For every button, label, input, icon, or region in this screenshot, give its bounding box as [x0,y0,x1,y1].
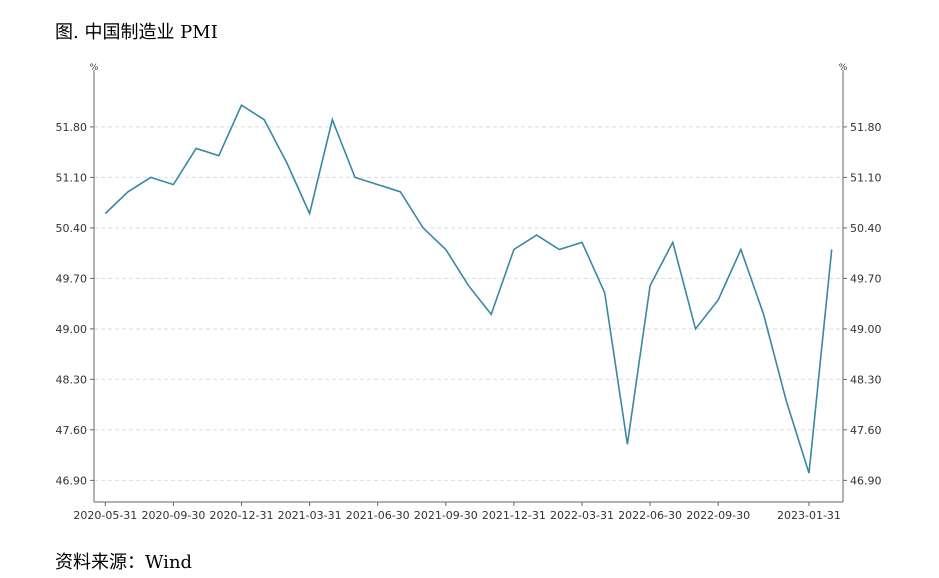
x-tick-label: 2020-09-30 [141,509,205,522]
y-tick-label-right: 48.30 [850,373,882,386]
x-tick-label: 2021-06-30 [346,509,410,522]
y-tick-label-right: 49.00 [850,323,882,336]
y-tick-label-left: 46.90 [56,474,88,487]
x-tick-label: 2022-03-31 [550,509,614,522]
y-tick-label-right: 50.40 [850,222,882,235]
x-tick-label: 2023-01-31 [777,509,841,522]
x-tick-label: 2021-03-31 [278,509,342,522]
y-unit-right: % [839,63,848,73]
x-tick-label: 2022-06-30 [618,509,682,522]
y-axis-right-ticks: 46.90 47.60 48.30 49.00 49.70 50.40 51.10 51.80 [843,121,882,487]
x-tick-label: 2020-12-31 [210,509,274,522]
x-tick-label: 2020-05-31 [73,509,137,522]
y-tick-label-right: 47.60 [850,424,882,437]
gridlines [94,126,843,481]
y-tick-label-right: 49.70 [850,272,882,285]
y-tick-label-left: 51.80 [56,121,88,134]
y-tick-label-right: 51.10 [850,171,882,184]
y-tick-label-left: 49.00 [56,323,88,336]
source-note: 资料来源：Wind [55,552,193,573]
y-tick-label-right: 46.90 [850,474,882,487]
y-tick-label-right: 51.80 [850,121,882,134]
pmi-series-line [104,104,833,474]
x-tick-label: 2021-09-30 [414,509,478,522]
x-tick-label: 2022-09-30 [686,509,750,522]
y-tick-label-left: 50.40 [56,222,88,235]
y-unit-left: % [90,63,99,73]
y-tick-label-left: 49.70 [56,272,88,285]
y-tick-label-left: 48.30 [56,373,88,386]
x-axis-ticks: 2020-05-31 2020-09-30 2020-12-31 2021-03-31… [73,502,841,522]
x-tick-label: 2021-12-31 [482,509,546,522]
y-tick-label-left: 51.10 [56,171,88,184]
y-tick-label-left: 47.60 [56,424,88,437]
y-axis-left-ticks: 46.90 47.60 48.30 49.00 49.70 50.40 51.10 51.80 [56,121,94,487]
figure-title: 图. 中国制造业 PMI [55,22,218,43]
